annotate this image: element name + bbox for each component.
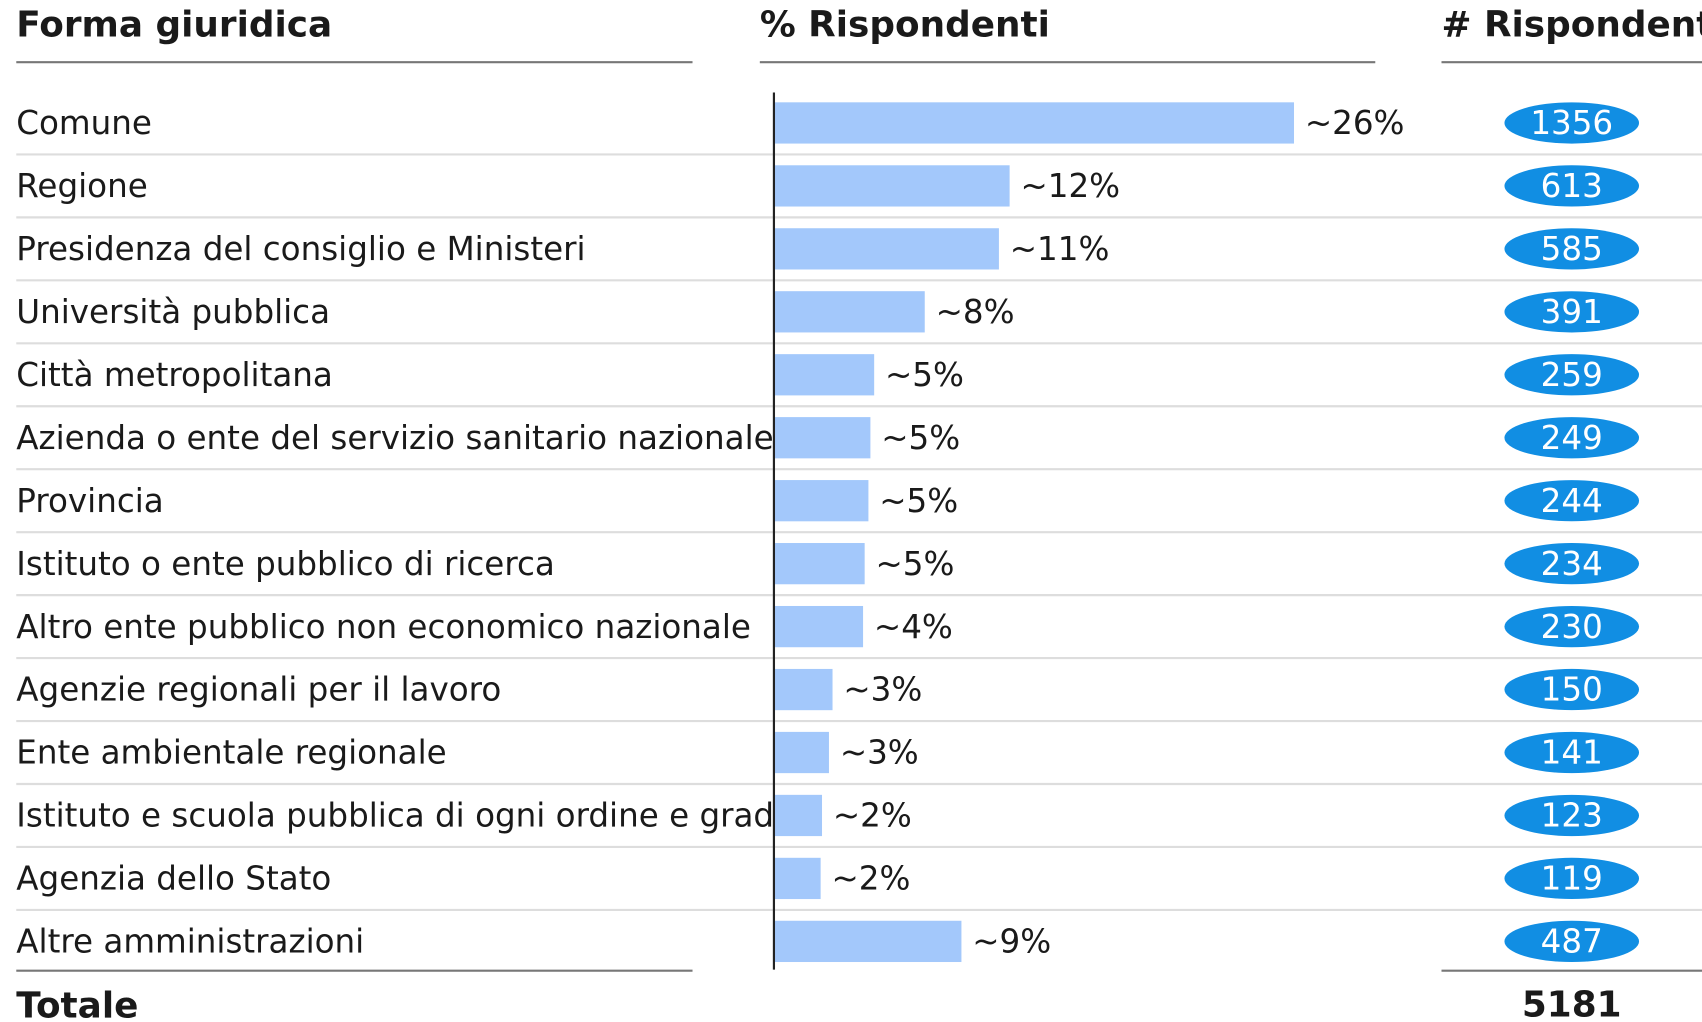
row-label: Istituto o ente pubblico di ricerca (16, 545, 555, 583)
count-pill (1504, 354, 1640, 396)
bar (775, 543, 865, 585)
total-value: 5181 (1522, 985, 1622, 1022)
count-value: 391 (1541, 293, 1603, 331)
count-value: 141 (1541, 734, 1603, 772)
count-pill (1504, 165, 1640, 207)
value-label: ~5% (879, 482, 958, 520)
value-label: ~2% (831, 860, 910, 898)
row-label: Agenzia dello Stato (16, 860, 331, 898)
row-label: Regione (16, 167, 147, 205)
row-label: Comune (16, 104, 152, 142)
total-label: Totale (16, 986, 138, 1022)
count-value: 244 (1541, 482, 1603, 520)
count-pill (1504, 543, 1640, 585)
count-pill (1504, 794, 1640, 837)
count-value: 119 (1541, 860, 1603, 898)
value-label: ~3% (843, 671, 922, 709)
row-label: Agenzie regionali per il lavoro (16, 671, 501, 709)
count-pill (1504, 668, 1640, 711)
count-pill (1504, 228, 1640, 270)
value-label: ~12% (1020, 167, 1120, 205)
count-pill (1504, 605, 1640, 648)
count-pill (1504, 857, 1640, 900)
bar (775, 794, 823, 837)
value-label: ~2% (833, 797, 912, 835)
column-header: # Rispondenti (1441, 4, 1702, 45)
count-value: 150 (1541, 671, 1603, 709)
value-label: ~4% (874, 608, 953, 646)
count-pill (1504, 102, 1640, 144)
column-header: % Rispondenti (760, 4, 1050, 45)
count-value: 234 (1541, 545, 1603, 583)
count-value: 259 (1541, 356, 1603, 394)
count-value: 1356 (1530, 104, 1613, 142)
count-value: 585 (1541, 230, 1603, 268)
bar (775, 668, 833, 711)
value-label: ~9% (972, 923, 1051, 961)
bar (775, 102, 1295, 144)
value-label: ~5% (885, 356, 964, 394)
bar (775, 291, 925, 333)
count-pill (1504, 291, 1640, 333)
bar (775, 228, 999, 270)
bar (775, 605, 864, 648)
bar (775, 731, 829, 774)
bar (775, 417, 871, 459)
count-value: 487 (1541, 923, 1603, 961)
value-label: ~3% (840, 734, 919, 772)
column-header: Forma giuridica (16, 4, 332, 45)
row-label: Azienda o ente del servizio sanitario na… (16, 419, 773, 457)
bar (775, 165, 1010, 207)
count-value: 230 (1541, 608, 1603, 646)
bar (775, 354, 875, 396)
row-label: Ente ambientale regionale (16, 734, 446, 772)
value-label: ~26% (1305, 104, 1405, 142)
bar (775, 857, 821, 900)
row-label: Provincia (16, 482, 163, 520)
value-label: ~5% (881, 419, 960, 457)
value-label: ~5% (876, 545, 955, 583)
row-label: Città metropolitana (16, 356, 333, 394)
row-label: Università pubblica (16, 293, 330, 331)
value-label: ~11% (1010, 230, 1110, 268)
count-value: 249 (1541, 419, 1603, 457)
count-pill (1504, 920, 1640, 963)
count-value: 613 (1541, 167, 1603, 205)
count-pill (1504, 417, 1640, 459)
count-pill (1504, 480, 1640, 522)
row-label: Istituto e scuola pubblica di ogni ordin… (16, 797, 794, 835)
header-rules (16, 61, 1702, 972)
row-label: Altre amministrazioni (16, 923, 364, 961)
bar (775, 480, 869, 522)
row-label: Altro ente pubblico non economico nazion… (16, 608, 751, 646)
count-value: 123 (1541, 797, 1603, 835)
value-label: ~8% (936, 293, 1015, 331)
count-pill (1504, 731, 1640, 774)
row-label: Presidenza del consiglio e Ministeri (16, 230, 585, 268)
bar (775, 920, 962, 963)
